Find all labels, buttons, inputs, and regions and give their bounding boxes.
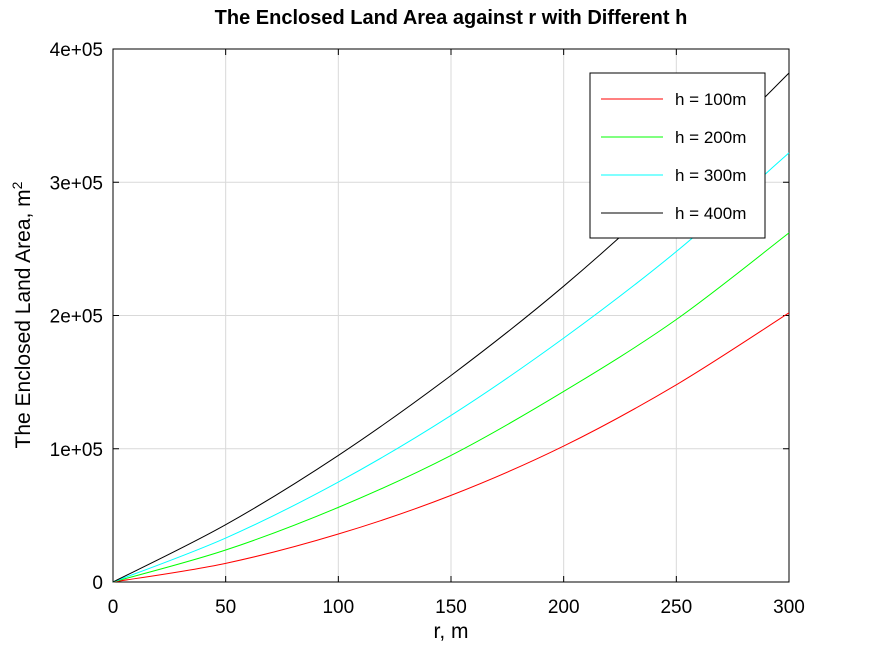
- legend-label: h = 200m: [675, 128, 746, 147]
- axis-tick-labels: 0 50 100 150 200 250 300 0 1e+05 2e+05 3e+05 4e+05: [50, 40, 805, 618]
- x-tick-label: 0: [108, 597, 119, 618]
- x-axis-label: r, m: [434, 620, 469, 643]
- y-tick-label: 1e+05: [50, 440, 103, 461]
- legend-box: [589, 72, 766, 239]
- x-tick-label: 100: [322, 597, 354, 618]
- chart-title: The Enclosed Land Area against r with Di…: [215, 7, 688, 29]
- y-tick-label: 0: [92, 573, 103, 594]
- series-line-1: [112, 312, 790, 583]
- x-tick-label: 150: [435, 597, 467, 618]
- y-axis-label: The Enclosed Land Area, m2: [9, 181, 35, 448]
- x-tick-label: 200: [548, 597, 580, 618]
- legend-label: h = 100m: [675, 90, 746, 109]
- y-axis-label-text: The Enclosed Land Area, m: [12, 189, 35, 448]
- x-tick-label: 300: [773, 597, 805, 618]
- legend-label: h = 400m: [675, 204, 746, 223]
- legend-label: h = 300m: [675, 166, 746, 185]
- legend: h = 100m h = 200m h = 300m h = 400m: [589, 72, 766, 239]
- y-tick-label: 3e+05: [50, 173, 103, 194]
- series-line-2: [112, 232, 790, 583]
- series-line-3: [112, 152, 790, 583]
- axis-ticks: [112, 48, 790, 583]
- y-tick-label: 2e+05: [50, 307, 103, 328]
- y-tick-label: 4e+05: [50, 40, 103, 61]
- y-axis-label-superscript: 2: [9, 181, 25, 189]
- x-tick-label: 250: [660, 597, 692, 618]
- x-tick-label: 50: [215, 597, 236, 618]
